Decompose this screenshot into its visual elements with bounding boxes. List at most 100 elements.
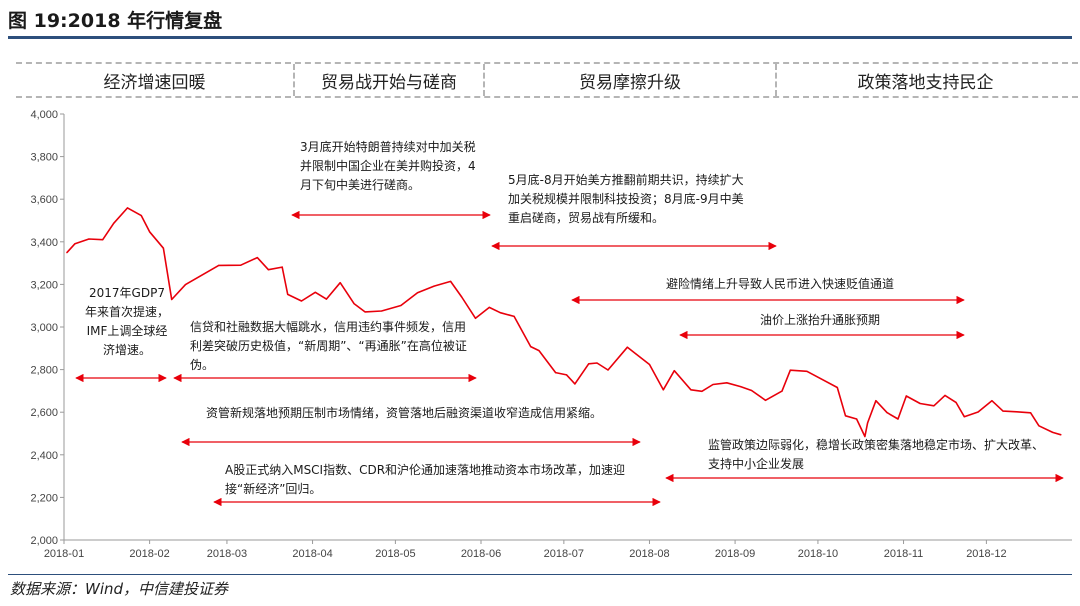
- data-point: [566, 374, 568, 376]
- phase-trade-war-start: 贸易战开始与磋商: [295, 64, 485, 96]
- data-point: [555, 372, 557, 374]
- data-point: [740, 386, 742, 388]
- data-point: [648, 363, 651, 366]
- x-tick-label: 2018-10: [798, 548, 838, 560]
- data-point: [140, 215, 142, 217]
- x-tick-label: 2018-05: [375, 548, 415, 560]
- y-tick-label: 3,800: [30, 152, 58, 164]
- x-tick-label: 2018-12: [966, 548, 1006, 560]
- data-point: [919, 402, 921, 405]
- data-point: [74, 243, 76, 245]
- data-point: [513, 315, 515, 317]
- x-tick-label: 2018-04: [292, 548, 332, 560]
- data-point: [450, 280, 452, 282]
- series-line: [66, 207, 1062, 438]
- data-point: [844, 415, 847, 417]
- data-point: [281, 266, 283, 268]
- data-point: [574, 383, 576, 385]
- phase-trade-friction-escalation: 贸易摩擦升级: [485, 64, 777, 96]
- data-point: [626, 346, 629, 348]
- source-note: 数据来源：Wind，中信建投证券: [10, 580, 229, 598]
- annotation-oil-price: 油价上涨抬升通胀预期: [759, 313, 880, 327]
- y-tick-label: 3,400: [30, 237, 58, 249]
- data-point: [287, 293, 289, 295]
- footer-divider: [8, 574, 1072, 575]
- data-point: [836, 386, 838, 389]
- x-tick-label: 2018-11: [884, 548, 924, 560]
- data-point: [751, 389, 753, 392]
- x-tick-label: 2018-08: [629, 548, 669, 560]
- y-tick-label: 3,200: [30, 279, 58, 291]
- y-tick-label: 3,600: [30, 194, 58, 206]
- data-point: [963, 416, 965, 418]
- annotation-arrows: [75, 210, 1064, 507]
- data-point: [977, 411, 979, 413]
- data-point: [781, 390, 783, 392]
- series-layer: [66, 207, 1062, 438]
- data-point: [596, 362, 598, 364]
- data-point: [690, 389, 692, 391]
- data-point: [701, 390, 703, 392]
- y-tick-label: 4,000: [30, 109, 58, 121]
- data-point: [400, 304, 402, 307]
- title-divider: [8, 36, 1072, 39]
- y-tick-label: 2,000: [30, 535, 58, 547]
- x-axis: 2018-01 2018-02 2018-03 2018-04 2018-05 2018-…: [44, 539, 1072, 560]
- annotation-rmb-depreciation: 避险情绪上升导致人民币进入快速贬值通道: [665, 277, 894, 291]
- data-point: [364, 311, 366, 313]
- data-point: [126, 207, 129, 209]
- data-point: [886, 412, 888, 414]
- annotation-asset-management-rules: 资管新规落地预期压制市场情绪，资管落地后融资渠道收窄造成信用紧缩。: [206, 406, 603, 420]
- data-point: [488, 306, 490, 308]
- data-point: [673, 370, 675, 372]
- data-point: [113, 222, 115, 224]
- data-point: [314, 291, 316, 293]
- data-point: [433, 285, 435, 287]
- data-point: [864, 435, 866, 438]
- data-point: [88, 238, 90, 240]
- phase-economy-recovery: 经济增速回暖: [16, 64, 295, 96]
- phase-policy-support: 政策落地支持民企: [857, 72, 994, 93]
- data-point: [867, 422, 869, 424]
- x-tick-label: 2018-07: [544, 548, 584, 560]
- annotation-policy-easing: 监管政策边际弱化，稳增长政策密集落地稳定市场、扩大改革、支持中小企业发展: [708, 438, 1045, 471]
- data-point: [461, 296, 463, 298]
- annotation-gdp: 2017年GDP7年来首次提速，IMF上调全球经济增速。: [84, 286, 169, 357]
- y-tick-label: 3,000: [30, 322, 58, 334]
- data-point: [789, 369, 791, 371]
- data-point: [474, 317, 477, 319]
- data-point: [806, 370, 808, 372]
- annotation-msci-inclusion: A股正式纳入MSCI指数、CDR和沪伦通加速落地推动资本市场改革，加速迎接“新经…: [225, 463, 626, 496]
- data-point: [171, 298, 173, 301]
- data-point: [1060, 434, 1062, 436]
- x-tick-label: 2018-03: [207, 548, 247, 560]
- data-point: [991, 400, 993, 402]
- data-point: [256, 257, 258, 259]
- data-point: [300, 300, 303, 302]
- data-point: [1052, 431, 1054, 433]
- data-point: [1002, 410, 1004, 412]
- data-point: [764, 399, 767, 401]
- y-tick-label: 2,800: [30, 365, 58, 377]
- y-axis: 2,000 2,200 2,400 2,600 2,800 3,000 3,200 3,400…: [30, 109, 65, 547]
- data-point: [66, 252, 68, 254]
- data-point: [339, 282, 341, 284]
- data-point: [712, 383, 714, 386]
- annotation-trade-war-escalation: 5月底-8月开始美方推翻前期共识，持续扩大加关税规模并限制科技投资；8月底-9月…: [508, 173, 744, 225]
- annotation-credit-crunch: 信贷和社融数据大幅跳水，信用违约事件频发，信用利差突破历史极值，“新周期”、“再…: [190, 320, 467, 372]
- data-point: [538, 350, 540, 352]
- data-point: [1030, 412, 1032, 414]
- x-tick-label: 2018-06: [461, 548, 501, 560]
- data-point: [588, 363, 590, 365]
- data-point: [905, 395, 907, 397]
- data-point: [897, 418, 899, 420]
- y-tick-label: 2,600: [30, 407, 58, 419]
- y-tick-label: 2,200: [30, 492, 58, 504]
- data-point: [856, 418, 858, 420]
- data-point: [607, 369, 609, 371]
- data-point: [353, 303, 355, 305]
- x-tick-label: 2018-02: [129, 548, 169, 560]
- data-point: [102, 239, 104, 241]
- data-point: [240, 264, 242, 266]
